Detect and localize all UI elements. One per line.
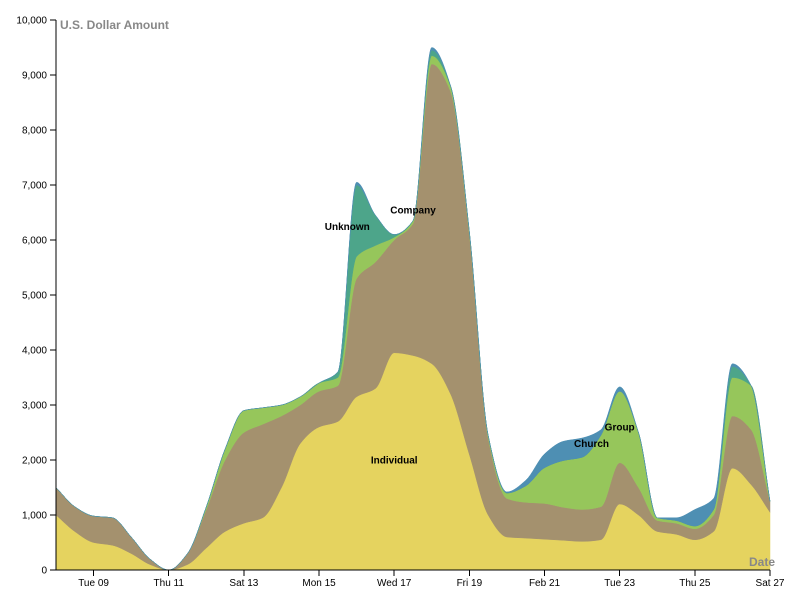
x-axis-title: Date (749, 555, 775, 569)
series-label-individual: Individual (371, 456, 418, 467)
y-axis-title: U.S. Dollar Amount (60, 18, 169, 32)
series-label-company: Company (390, 205, 436, 216)
series-label-church: Church (574, 439, 609, 450)
x-tick-label: Feb 21 (529, 578, 561, 589)
x-axis: Tue 09 Thu 11 Sat 13 Mon 15 Wed 17 Fri 19 Feb … (56, 569, 785, 589)
y-tick-label: 6,000 (22, 236, 47, 247)
area-church (55, 47, 771, 571)
y-tick-label: 9,000 (22, 71, 47, 82)
x-tick-label: Sat 13 (229, 578, 258, 589)
y-tick-label: 1,000 (22, 511, 47, 522)
series-label-unknown: Unknown (325, 222, 370, 233)
y-tick-label: 10,000 (16, 16, 47, 27)
y-tick-label: 7,000 (22, 181, 47, 192)
area-layers (55, 47, 771, 571)
y-tick-label: 0 (41, 566, 47, 577)
x-tick-label: Tue 23 (604, 578, 635, 589)
x-tick-label: Sat 27 (756, 578, 785, 589)
x-tick-label: Thu 25 (679, 578, 711, 589)
x-tick-label: Fri 19 (457, 578, 483, 589)
y-tick-label: 4,000 (22, 346, 47, 357)
series-labels: Individual Company Unknown Church Group (325, 205, 635, 466)
y-tick-label: 3,000 (22, 401, 47, 412)
x-tick-label: Mon 15 (302, 578, 336, 589)
series-label-group: Group (605, 423, 635, 434)
y-axis: 0 1,000 2,000 3,000 4,000 5,000 6,000 7,000 8,00… (16, 16, 57, 577)
y-tick-label: 5,000 (22, 291, 47, 302)
x-tick-label: Tue 09 (78, 578, 109, 589)
x-tick-label: Thu 11 (154, 578, 185, 589)
x-tick-label: Wed 17 (377, 578, 412, 589)
y-tick-label: 8,000 (22, 126, 47, 137)
y-tick-label: 2,000 (22, 456, 47, 467)
